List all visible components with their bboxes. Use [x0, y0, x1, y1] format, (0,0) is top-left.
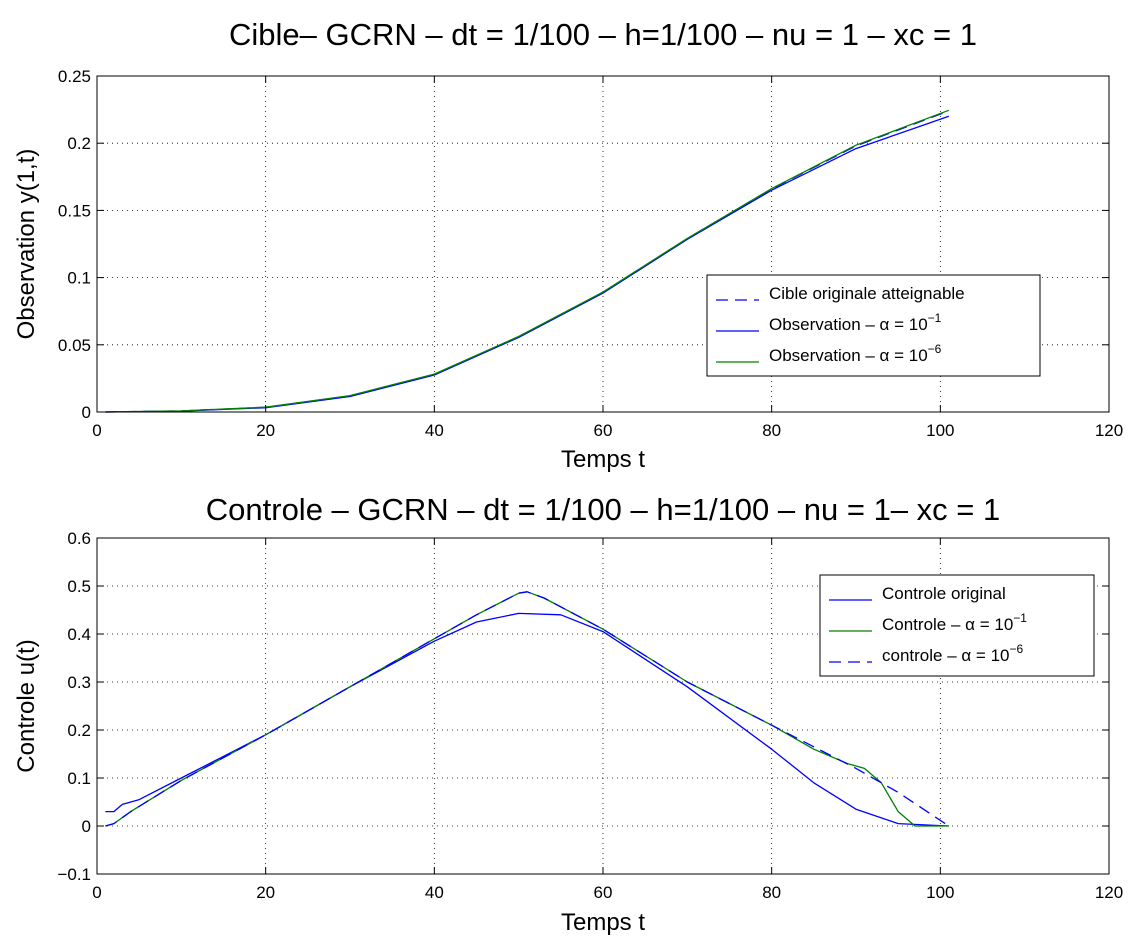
observation-subplot: Cible– GCRN – dt = 1/100 – h=1/100 – nu … — [13, 17, 1123, 473]
controle-y-tick-label: 0.2 — [67, 721, 91, 740]
controle-x-tick-label: 0 — [92, 883, 101, 902]
controle-series-line-2 — [105, 591, 950, 827]
observation-y-axis-label: Observation y(1,t) — [13, 149, 40, 340]
controle-legend-label: controle – α = 10 — [882, 646, 1010, 665]
observation-legend-exponent: −1 — [928, 311, 942, 325]
observation-x-axis-label: Temps t — [561, 446, 645, 473]
observation-series-line-2 — [105, 109, 950, 413]
observation-series-group — [105, 109, 950, 413]
observation-legend-label: Observation – α = 10 — [769, 346, 928, 365]
controle-y-tick-label: 0.4 — [67, 625, 91, 644]
observation-legend-entry: Cible originale atteignable — [769, 284, 965, 303]
controle-x-tick-label: 40 — [425, 883, 444, 902]
controle-x-tick-label: 20 — [256, 883, 275, 902]
controle-legend-exponent: −1 — [1013, 611, 1027, 625]
controle-x-tick-label: 60 — [594, 883, 613, 902]
observation-y-tick-label: 0.2 — [67, 134, 91, 153]
observation-legend-entry: Observation – α = 10−1 — [769, 311, 942, 334]
observation-legend-label: Observation – α = 10 — [769, 315, 928, 334]
controle-legend-label: Controle – α = 10 — [882, 615, 1013, 634]
observation-legend-exponent: −6 — [928, 342, 942, 356]
controle-legend: Controle original Controle – α = 10−1 cont… — [819, 574, 1095, 677]
observation-ticks: 0 20 40 60 80 100 120 0 0.05 0.1 0.15 0.2 0.25 — [58, 67, 1123, 440]
observation-x-tick-label: 120 — [1095, 421, 1123, 440]
controle-legend-box — [819, 574, 1095, 677]
controle-series-group — [105, 591, 950, 827]
controle-y-tick-label: 0.6 — [67, 529, 91, 548]
controle-subplot: Controle – GCRN – dt = 1/100 – h=1/100 –… — [13, 492, 1123, 936]
observation-legend: Cible originale atteignable Observation –… — [706, 274, 1041, 377]
observation-x-tick-label: 40 — [425, 421, 444, 440]
observation-y-tick-label: 0.15 — [58, 201, 91, 220]
controle-y-tick-label: 0.1 — [67, 769, 91, 788]
observation-x-tick-label: 0 — [92, 421, 101, 440]
controle-y-axis-label: Controle u(t) — [13, 639, 40, 772]
controle-x-tick-label: 100 — [926, 883, 954, 902]
controle-y-tick-label: 0 — [82, 817, 91, 836]
controle-legend-entry: controle – α = 10−6 — [882, 642, 1024, 665]
controle-x-tick-label: 120 — [1095, 883, 1123, 902]
observation-y-tick-label: 0 — [82, 403, 91, 422]
observation-x-tick-label: 20 — [256, 421, 275, 440]
controle-legend-entry: Controle – α = 10−1 — [882, 611, 1027, 634]
observation-x-tick-label: 60 — [594, 421, 613, 440]
controle-y-tick-label: −0.1 — [57, 865, 91, 884]
controle-legend-label: Controle original — [882, 584, 1006, 603]
controle-x-tick-label: 80 — [762, 883, 781, 902]
controle-chart-title: Controle – GCRN – dt = 1/100 – h=1/100 –… — [206, 492, 1000, 527]
controle-y-tick-label: 0.5 — [67, 577, 91, 596]
observation-legend-box — [706, 274, 1041, 377]
observation-chart-title: Cible– GCRN – dt = 1/100 – h=1/100 – nu … — [229, 17, 977, 52]
controle-legend-entry: Controle original — [882, 584, 1006, 603]
controle-y-tick-label: 0.3 — [67, 673, 91, 692]
controle-series-line-0 — [105, 612, 949, 827]
observation-x-tick-label: 100 — [926, 421, 954, 440]
controle-ticks: 0 20 40 60 80 100 120−0.100.10.20.30.40.50.6 — [57, 529, 1123, 902]
observation-y-tick-label: 0.05 — [58, 336, 91, 355]
observation-y-tick-label: 0.1 — [67, 269, 91, 288]
observation-x-tick-label: 80 — [762, 421, 781, 440]
observation-legend-entry: Observation – α = 10−6 — [769, 342, 942, 365]
controle-x-axis-label: Temps t — [561, 909, 645, 936]
controle-legend-exponent: −6 — [1010, 642, 1024, 656]
observation-y-tick-label: 0.25 — [58, 67, 91, 86]
observation-legend-label: Cible originale atteignable — [769, 284, 965, 303]
